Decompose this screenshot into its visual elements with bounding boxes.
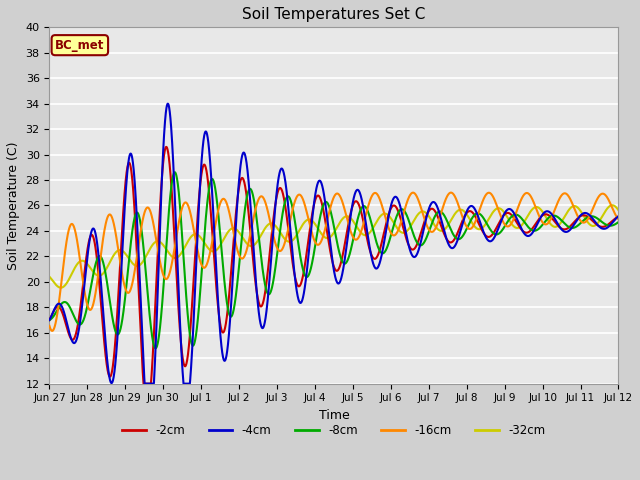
-2cm (485, 234, 493, 240)
-4cm (485, 238, 493, 244)
Line: -4cm: -4cm (49, 104, 618, 384)
-16cm (48, 328, 56, 334)
-8cm (485, 225, 493, 231)
-16cm (447, 190, 455, 195)
Line: -8cm: -8cm (49, 172, 618, 348)
-4cm (141, 381, 148, 386)
-32cm (45, 274, 53, 280)
-8cm (614, 219, 622, 225)
Line: -2cm: -2cm (49, 147, 618, 384)
-16cm (82, 294, 90, 300)
-16cm (113, 240, 121, 246)
-8cm (223, 298, 230, 304)
-2cm (113, 312, 121, 318)
-32cm (485, 216, 493, 221)
-4cm (164, 101, 172, 107)
Legend: -2cm, -4cm, -8cm, -16cm, -32cm: -2cm, -4cm, -8cm, -16cm, -32cm (118, 420, 550, 442)
-8cm (114, 332, 122, 337)
-2cm (114, 300, 122, 305)
-32cm (614, 207, 622, 213)
Text: BC_met: BC_met (55, 39, 104, 52)
-2cm (163, 144, 170, 150)
-2cm (614, 214, 622, 219)
Line: -32cm: -32cm (49, 205, 618, 288)
-4cm (45, 317, 53, 323)
-4cm (114, 327, 122, 333)
-2cm (81, 262, 89, 268)
X-axis label: Time: Time (319, 409, 349, 422)
-16cm (485, 190, 493, 196)
-8cm (45, 317, 53, 323)
-16cm (614, 216, 622, 222)
-2cm (439, 228, 447, 233)
-32cm (82, 259, 90, 265)
-4cm (223, 352, 230, 358)
-4cm (614, 213, 622, 219)
-2cm (140, 381, 147, 386)
-32cm (113, 248, 121, 254)
-4cm (439, 223, 447, 229)
-8cm (81, 312, 89, 317)
Line: -16cm: -16cm (49, 192, 618, 331)
-16cm (45, 323, 53, 329)
-16cm (439, 205, 447, 211)
-8cm (152, 346, 159, 351)
-32cm (223, 231, 230, 237)
-2cm (45, 317, 53, 323)
-32cm (609, 203, 616, 208)
-32cm (57, 285, 65, 290)
Y-axis label: Soil Temperature (C): Soil Temperature (C) (7, 141, 20, 270)
-4cm (113, 339, 121, 345)
-2cm (223, 315, 230, 321)
-8cm (171, 169, 179, 175)
-8cm (113, 331, 121, 337)
Title: Soil Temperatures Set C: Soil Temperatures Set C (243, 7, 426, 22)
-4cm (81, 273, 89, 278)
-16cm (114, 245, 122, 251)
-32cm (439, 228, 447, 233)
-8cm (439, 211, 447, 216)
-32cm (114, 248, 122, 253)
-16cm (223, 200, 230, 206)
